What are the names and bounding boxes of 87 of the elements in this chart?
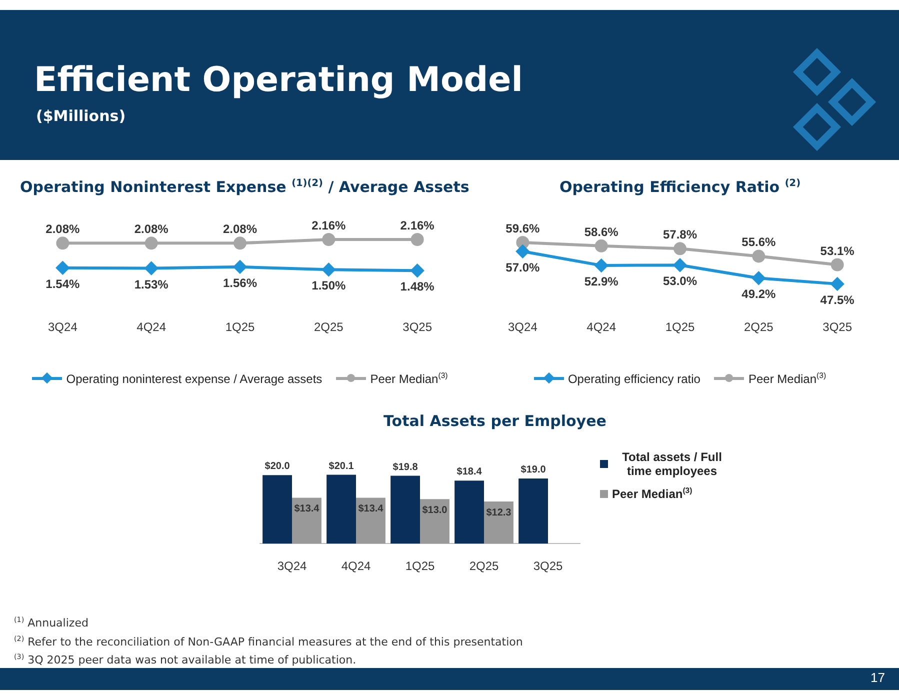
data-label: 57.8% (662, 228, 698, 242)
legend-label: Operating noninterest expense / Average assets (66, 372, 322, 386)
x-tick-label: 3Q24 (48, 320, 78, 334)
point (322, 263, 336, 276)
point (674, 258, 686, 272)
data-label: $13.4 (358, 504, 384, 515)
data-label: 53.0% (662, 274, 698, 288)
x-tick-label: 1Q25 (225, 320, 255, 334)
data-label: 2.08% (134, 222, 169, 236)
data-label: 57.0% (506, 260, 540, 274)
point (56, 261, 70, 274)
data-label: $19.8 (392, 462, 418, 473)
text: $^{(3)}$ 3Q 2025 peer data was not available at time of publication. (14, 651, 358, 668)
data-label: $20.0 (264, 461, 290, 472)
data-label: 53.1% (820, 244, 855, 258)
x-tick-label: 3Q25 (533, 559, 563, 574)
data-label: $13.0 (422, 505, 448, 516)
data-label: 59.6% (506, 221, 540, 236)
bar (356, 498, 386, 544)
point (752, 250, 766, 263)
data-label: 58.6% (584, 224, 619, 239)
point (144, 262, 158, 275)
point (594, 239, 608, 252)
chart-title: Total Assets per Employee (382, 412, 608, 430)
x-tick-label: 3Q24 (277, 559, 307, 574)
point (516, 244, 530, 258)
data-label: $13.4 (294, 504, 320, 515)
x-tick-label: 1Q25 (405, 559, 435, 574)
point (234, 260, 246, 274)
x-tick-label: 3Q25 (402, 320, 432, 334)
data-label: 1.53% (134, 277, 169, 292)
chart-title: Operating Noninterest Expense $^{(1)(2)}$ / Average Assets (20, 178, 470, 196)
legend-label: Operating efficiency ratio (568, 372, 700, 386)
data-label: 2.16% (312, 218, 346, 233)
chart-title: Operating Efficiency Ratio $^{(2)}$ (558, 178, 802, 196)
text: Efficient Operating Model (34, 60, 523, 100)
point (410, 264, 424, 278)
text: $^{(2)}$ Refer to the reconciliation of Non-GAAP financial measures at the end of this presentation (14, 632, 524, 650)
data-label: $18.4 (456, 466, 482, 478)
point (234, 236, 246, 250)
point (56, 236, 70, 250)
data-label: 52.9% (584, 274, 619, 288)
text: $^{(1)}$ Annualized (14, 614, 90, 631)
data-label: $19.0 (520, 464, 546, 476)
x-tick-label: 4Q24 (136, 320, 166, 334)
data-label: 49.2% (742, 287, 776, 302)
bar (292, 498, 322, 544)
point (322, 233, 336, 246)
data-label: 1.56% (222, 276, 258, 290)
bar (326, 474, 356, 544)
x-tick-label: 3Q24 (508, 320, 538, 334)
data-label: $20.1 (328, 460, 354, 472)
text: 17 (870, 670, 885, 685)
x-tick-label: 4Q24 (341, 559, 371, 574)
bar (484, 501, 514, 544)
point (594, 258, 608, 272)
x-tick-label: 3Q25 (822, 320, 852, 334)
x-tick-label: 2Q25 (314, 320, 344, 334)
data-label: 55.6% (742, 235, 776, 250)
data-label: 2.08% (222, 222, 258, 236)
bar (518, 478, 548, 544)
bar (262, 475, 292, 544)
data-label: 2.08% (46, 222, 80, 236)
point (674, 242, 686, 256)
x-tick-label: 4Q24 (586, 320, 616, 334)
data-label: 1.48% (400, 280, 435, 294)
x-tick-label: 1Q25 (665, 320, 695, 334)
data-label: 1.50% (312, 278, 346, 293)
data-label: $12.3 (486, 507, 512, 518)
legend-label: Peer Median$^{(3)}$ (370, 371, 448, 386)
data-label: 1.54% (46, 276, 80, 291)
data-label: 47.5% (820, 292, 855, 307)
legend-label: Total assets / Full time employees (621, 450, 723, 478)
text: ($Millions) (36, 107, 126, 125)
point (752, 272, 766, 285)
x-tick-label: 2Q25 (469, 559, 499, 574)
bar (420, 499, 450, 544)
point (144, 236, 158, 250)
point (830, 277, 844, 290)
point (410, 233, 424, 246)
data-label: 2.16% (400, 218, 435, 233)
bar (454, 480, 484, 544)
point (830, 258, 844, 272)
bar (390, 476, 420, 544)
legend-label: Peer Median$^{(3)}$ (748, 371, 826, 386)
legend-label: Peer Median$^{(3)}$ (612, 486, 692, 501)
x-tick-label: 2Q25 (744, 320, 774, 334)
